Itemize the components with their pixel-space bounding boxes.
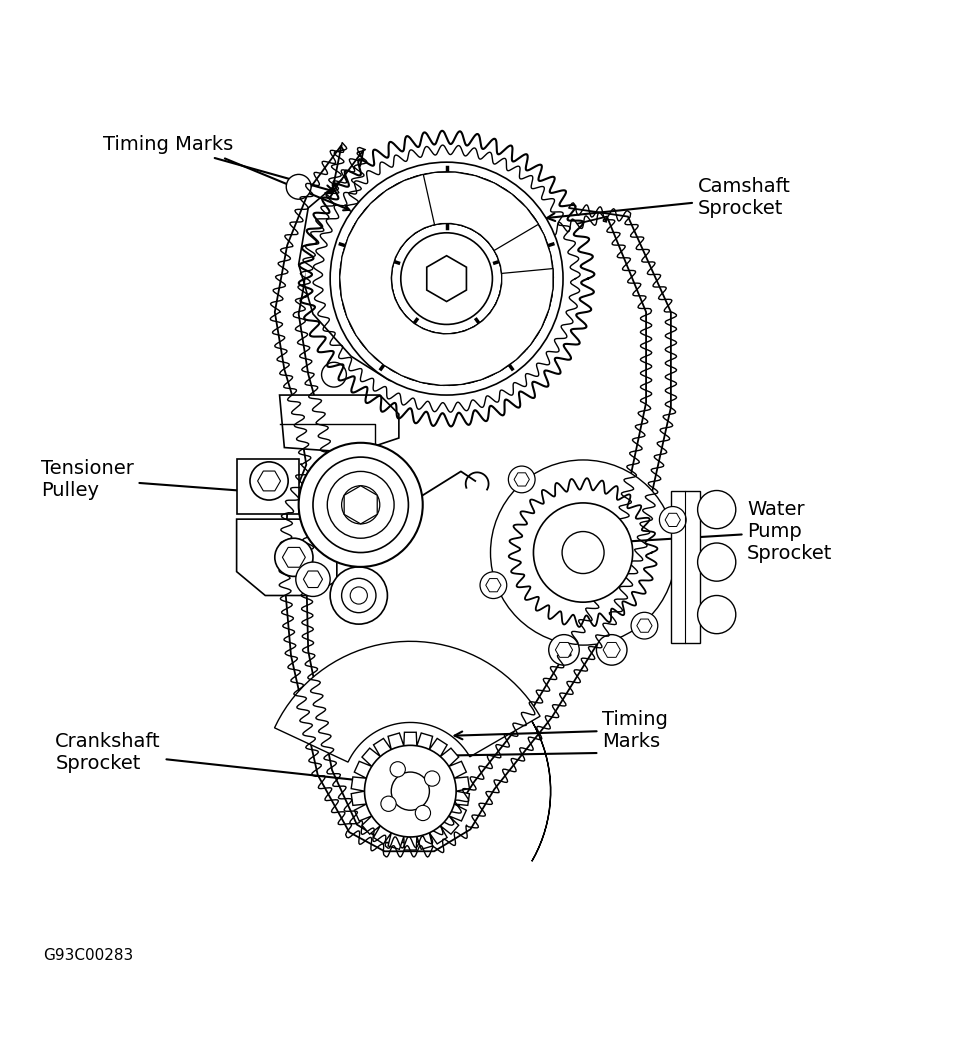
Polygon shape bbox=[282, 547, 305, 567]
Text: Tensioner
Pulley: Tensioner Pulley bbox=[41, 458, 360, 503]
Circle shape bbox=[330, 162, 563, 395]
Polygon shape bbox=[665, 514, 681, 526]
Circle shape bbox=[509, 466, 535, 493]
Circle shape bbox=[400, 233, 492, 325]
Polygon shape bbox=[340, 174, 554, 385]
Circle shape bbox=[286, 174, 311, 199]
Circle shape bbox=[342, 485, 380, 524]
Circle shape bbox=[698, 491, 735, 528]
Text: Water
Pump
Sprocket: Water Pump Sprocket bbox=[608, 500, 832, 563]
Circle shape bbox=[250, 461, 288, 500]
Polygon shape bbox=[303, 571, 323, 588]
Circle shape bbox=[296, 562, 330, 596]
Polygon shape bbox=[427, 256, 467, 302]
Circle shape bbox=[350, 587, 368, 604]
Polygon shape bbox=[556, 642, 572, 658]
Circle shape bbox=[275, 539, 313, 576]
Circle shape bbox=[365, 745, 456, 837]
Polygon shape bbox=[636, 619, 652, 633]
Circle shape bbox=[596, 635, 627, 665]
Polygon shape bbox=[351, 732, 469, 850]
Polygon shape bbox=[532, 721, 551, 861]
Circle shape bbox=[534, 503, 633, 602]
Polygon shape bbox=[236, 519, 337, 595]
Circle shape bbox=[424, 770, 440, 786]
Circle shape bbox=[381, 797, 396, 811]
Circle shape bbox=[480, 572, 507, 598]
Circle shape bbox=[698, 595, 735, 634]
Circle shape bbox=[330, 567, 388, 624]
Circle shape bbox=[299, 443, 422, 567]
Polygon shape bbox=[603, 642, 620, 658]
Polygon shape bbox=[486, 578, 501, 592]
Circle shape bbox=[491, 460, 676, 645]
Circle shape bbox=[390, 762, 405, 777]
Circle shape bbox=[305, 138, 588, 420]
Circle shape bbox=[327, 472, 395, 539]
Text: G93C00283: G93C00283 bbox=[43, 948, 133, 963]
Polygon shape bbox=[340, 171, 553, 350]
Text: Crankshaft
Sprocket: Crankshaft Sprocket bbox=[56, 733, 410, 789]
Polygon shape bbox=[340, 174, 553, 385]
Polygon shape bbox=[515, 473, 529, 487]
Circle shape bbox=[660, 506, 686, 533]
Circle shape bbox=[698, 543, 735, 582]
Polygon shape bbox=[275, 641, 540, 762]
Circle shape bbox=[631, 612, 658, 639]
Circle shape bbox=[392, 773, 429, 810]
Polygon shape bbox=[671, 491, 700, 643]
Polygon shape bbox=[345, 485, 377, 524]
Circle shape bbox=[322, 362, 347, 387]
Text: Camshaft
Sprocket: Camshaft Sprocket bbox=[547, 177, 790, 221]
Circle shape bbox=[342, 578, 376, 613]
Polygon shape bbox=[279, 395, 398, 452]
Polygon shape bbox=[236, 459, 299, 515]
Circle shape bbox=[416, 805, 430, 821]
Circle shape bbox=[549, 635, 579, 665]
Polygon shape bbox=[354, 172, 553, 385]
Circle shape bbox=[563, 531, 604, 573]
Polygon shape bbox=[340, 172, 539, 385]
Text: Timing
Marks: Timing Marks bbox=[455, 710, 668, 751]
Text: Timing Marks: Timing Marks bbox=[103, 136, 334, 193]
Polygon shape bbox=[275, 145, 671, 851]
Circle shape bbox=[313, 457, 408, 552]
Polygon shape bbox=[257, 471, 280, 491]
